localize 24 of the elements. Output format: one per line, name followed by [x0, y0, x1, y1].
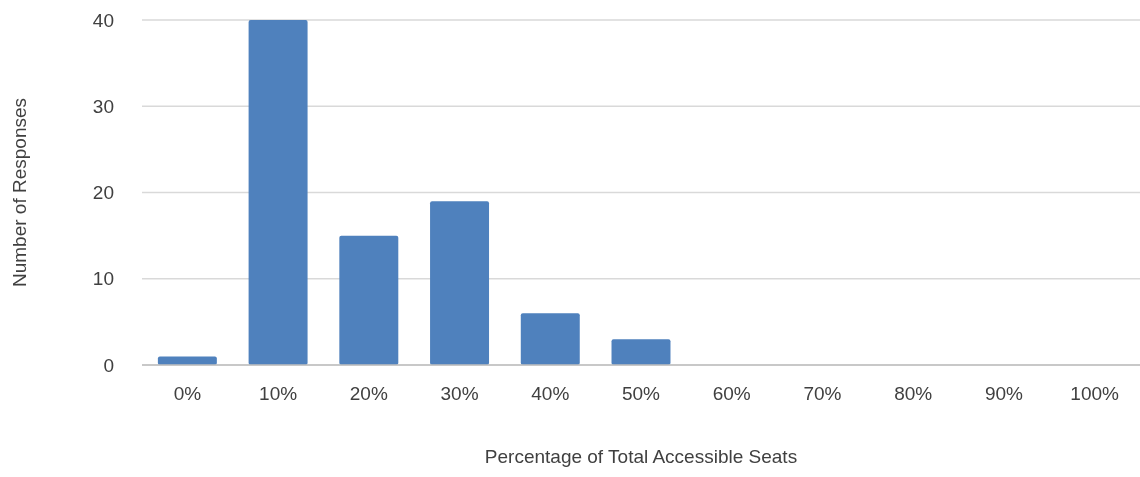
y-tick-label: 40	[92, 9, 114, 31]
bar	[157, 356, 217, 365]
x-tick-label: 90%	[984, 383, 1024, 404]
x-tick-label: 20%	[349, 383, 388, 404]
x-tick-label: 30%	[440, 383, 479, 404]
bar	[248, 20, 308, 365]
x-axis-title: Percentage of Total Accessible Seats	[484, 446, 798, 467]
bar	[339, 235, 399, 365]
x-tick-label: 50%	[621, 383, 661, 404]
y-tick-label: 10	[92, 268, 114, 290]
y-tick-label: 0	[103, 354, 114, 376]
x-tick-label: 80%	[894, 383, 933, 404]
y-axis-title: Number of Responses	[9, 97, 30, 288]
x-tick-label: 0%	[173, 383, 202, 404]
bar	[611, 339, 671, 365]
bar	[520, 313, 580, 365]
x-tick-label: 60%	[712, 383, 751, 404]
x-tick-label: 100%	[1070, 383, 1120, 404]
x-tick-label: 40%	[531, 383, 570, 404]
y-tick-label: 30	[92, 95, 114, 117]
bar	[430, 201, 490, 365]
x-tick-label: 10%	[259, 383, 298, 404]
y-tick-label: 20	[92, 182, 114, 204]
x-tick-label: 70%	[803, 383, 842, 404]
